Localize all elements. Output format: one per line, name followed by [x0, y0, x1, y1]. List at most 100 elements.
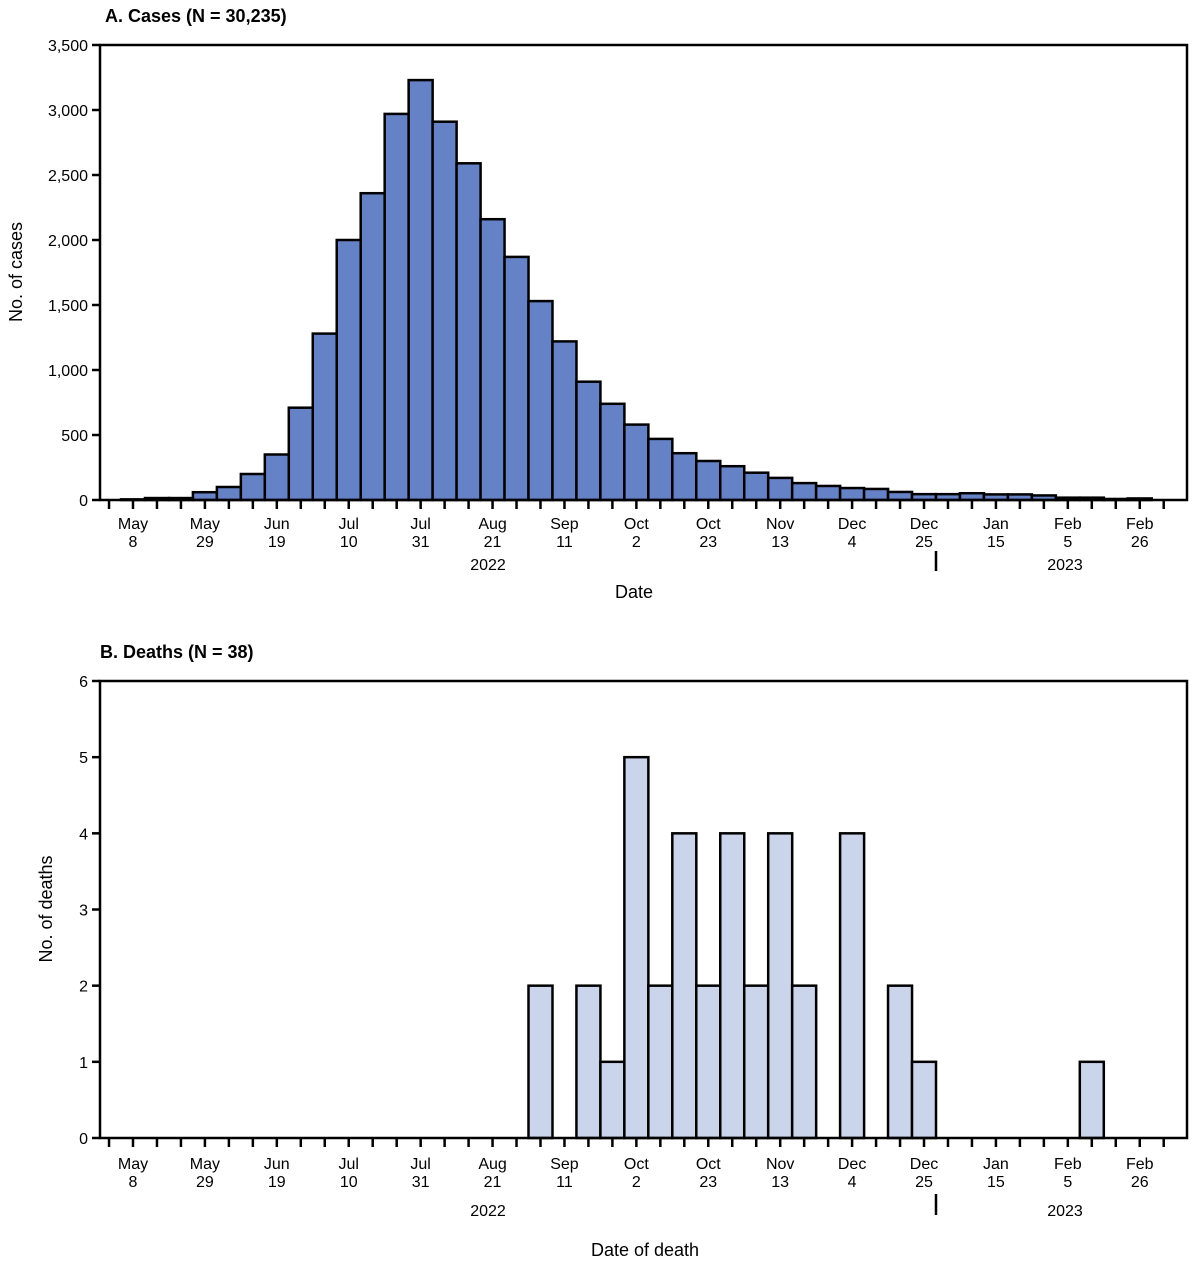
panel-a-bar-jun-12: [239, 472, 267, 502]
panel-a-xtick-month: Feb: [1054, 516, 1082, 533]
panel-a-xtick-month: Oct: [696, 516, 721, 533]
panel-b-xtick-day: 19: [268, 1174, 286, 1191]
panel-b-xtick-month: May: [118, 1156, 148, 1173]
panel-b-xtick-month: Jan: [983, 1156, 1009, 1173]
panel-a-xtick-day: 31: [412, 534, 430, 551]
panel-a-xtick-month: Nov: [766, 516, 794, 533]
panel-a-bar-jul-10: [335, 238, 362, 502]
panel-b-ytick-label: 2: [79, 979, 88, 996]
panel-a-bar-sep-4: [527, 299, 554, 502]
panel-a-bar-aug-21: [479, 217, 506, 502]
panel-b-xtick-day: 21: [484, 1174, 502, 1191]
panel-a-xtick-day: 8: [129, 534, 138, 551]
panel-b-ytick-label: 1: [79, 1055, 88, 1072]
panel-b-xtick-month: Aug: [478, 1156, 506, 1173]
panel-a-xtick-day: 13: [771, 534, 789, 551]
panel-a-bar-sep-18: [575, 380, 602, 502]
panel-b-xtick-day: 2: [632, 1174, 641, 1191]
panel-a-xtick-month: Jan: [983, 516, 1009, 533]
panel-a-xtick-day: 29: [196, 534, 214, 551]
panel-a-bar-aug-7: [431, 120, 458, 502]
panel-b-xtick-day: 29: [196, 1174, 214, 1191]
panel-a-xtick-month: Oct: [624, 516, 649, 533]
panel-b-xtick-month: Oct: [696, 1156, 721, 1173]
panel-a-bar-jun-19: [263, 453, 291, 502]
panel-b-xtick-day: 11: [556, 1174, 573, 1191]
panel-a-xlabel: Date: [615, 582, 653, 602]
panel-b-xtick-month: Feb: [1126, 1156, 1154, 1173]
panel-b-bar-nov-20: [790, 984, 818, 1140]
panel-a-bar-sep-11: [551, 340, 578, 502]
panel-b-bar-oct-30: [719, 832, 746, 1140]
panel-b-xtick-day: 31: [412, 1174, 430, 1191]
panel-a-xtick-month: Sep: [550, 516, 579, 533]
panel-b-ytick-label: 6: [79, 674, 88, 691]
panel-b-xtick-month: Jun: [264, 1156, 290, 1173]
panel-a-ytick-label: 3,500: [48, 38, 88, 55]
panel-b-bar-oct-16: [671, 832, 698, 1140]
panel-a-bar-dec-11: [862, 487, 890, 502]
panel-b-ytick-label: 5: [79, 750, 88, 767]
panel-a-ytick-label: 3,000: [48, 103, 88, 120]
panel-b-xtick-month: Dec: [838, 1156, 866, 1173]
panel-b-xtick-day: 25: [915, 1174, 933, 1191]
panel-a-bar-dec-4: [838, 486, 866, 502]
panel-a-xtick-day: 2: [632, 534, 641, 551]
panel-b-bar-dec-25: [910, 1060, 938, 1140]
panel-b-bar-oct-2: [623, 755, 650, 1140]
panel-a-bar-jul-31: [407, 78, 434, 502]
panel-b-xlabel: Date of death: [591, 1240, 699, 1260]
panel-b-xtick-day: 8: [129, 1174, 138, 1191]
panel-b-bar-sep-18: [575, 984, 602, 1140]
panel-a-xtick-day: 26: [1131, 534, 1149, 551]
panel-a-bar-jun-5: [215, 485, 243, 502]
panel-b-xtick-day: 23: [699, 1174, 717, 1191]
panel-b-year-2022: 2022: [470, 1203, 506, 1220]
panel-a-bar-oct-30: [719, 464, 746, 502]
panel-b-bar-sep-4: [527, 984, 554, 1140]
panel-a-year-2023: 2023: [1047, 557, 1083, 574]
panel-a-bar-aug-14: [455, 162, 482, 502]
panel-a-bar-jun-26: [287, 406, 315, 502]
panel-b-xtick-month: May: [190, 1156, 220, 1173]
panel-a-xtick-month: Dec: [838, 516, 866, 533]
panel-b-ytick-label: 3: [79, 903, 88, 920]
panel-b-xtick-month: Nov: [766, 1156, 794, 1173]
panel-a-xtick-day: 11: [556, 534, 573, 551]
panel-a-bar-oct-9: [647, 437, 674, 502]
panel-a-bar-aug-28: [503, 255, 530, 502]
panel-b-xtick-day: 5: [1063, 1174, 1072, 1191]
panel-b-bar-sep-25: [599, 1060, 626, 1140]
panel-a-xtick-month: May: [190, 516, 220, 533]
panel-a-xtick-day: 5: [1063, 534, 1072, 551]
panel-a-title: A. Cases (N = 30,235): [105, 6, 287, 26]
panel-a-bar-nov-20: [790, 481, 818, 502]
panel-a-ytick-label: 2,500: [48, 168, 88, 185]
panel-a-xtick-day: 19: [268, 534, 286, 551]
panel-b-xtick-day: 15: [987, 1174, 1005, 1191]
panel-a-xtick-day: 10: [340, 534, 358, 551]
panel-b-ytick-label: 0: [79, 1131, 88, 1148]
panel-b-ytick-label: 4: [79, 826, 88, 843]
panel-a-bar-oct-16: [671, 451, 698, 502]
panel-a-xtick-day: 21: [484, 534, 502, 551]
panel-b-bar-oct-23: [695, 984, 722, 1140]
panel-a-bar-jul-3: [311, 332, 339, 502]
panel-b-bar-dec-4: [838, 832, 866, 1140]
panel-a-bar-nov-27: [814, 484, 842, 502]
panel-a-xtick-month: Aug: [478, 516, 506, 533]
panel-a-bar-oct-23: [695, 459, 722, 502]
panel-a-plot-frame: [98, 43, 1189, 502]
panel-b-xtick-day: 4: [848, 1174, 857, 1191]
panel-a-xtick-month: Jul: [339, 516, 359, 533]
panel-b-xtick-month: Dec: [910, 1156, 938, 1173]
panel-a-bar-sep-25: [599, 402, 626, 502]
panel-b-bar-nov-6: [742, 984, 770, 1140]
panel-a-xtick-month: Feb: [1126, 516, 1154, 533]
panel-a-xtick-day: 4: [848, 534, 857, 551]
panel-a-ytick-label: 1,500: [48, 298, 88, 315]
panel-b-bar-nov-13: [766, 832, 794, 1140]
panel-b-xtick-month: Jul: [410, 1156, 430, 1173]
panel-b-xtick-month: Oct: [624, 1156, 649, 1173]
